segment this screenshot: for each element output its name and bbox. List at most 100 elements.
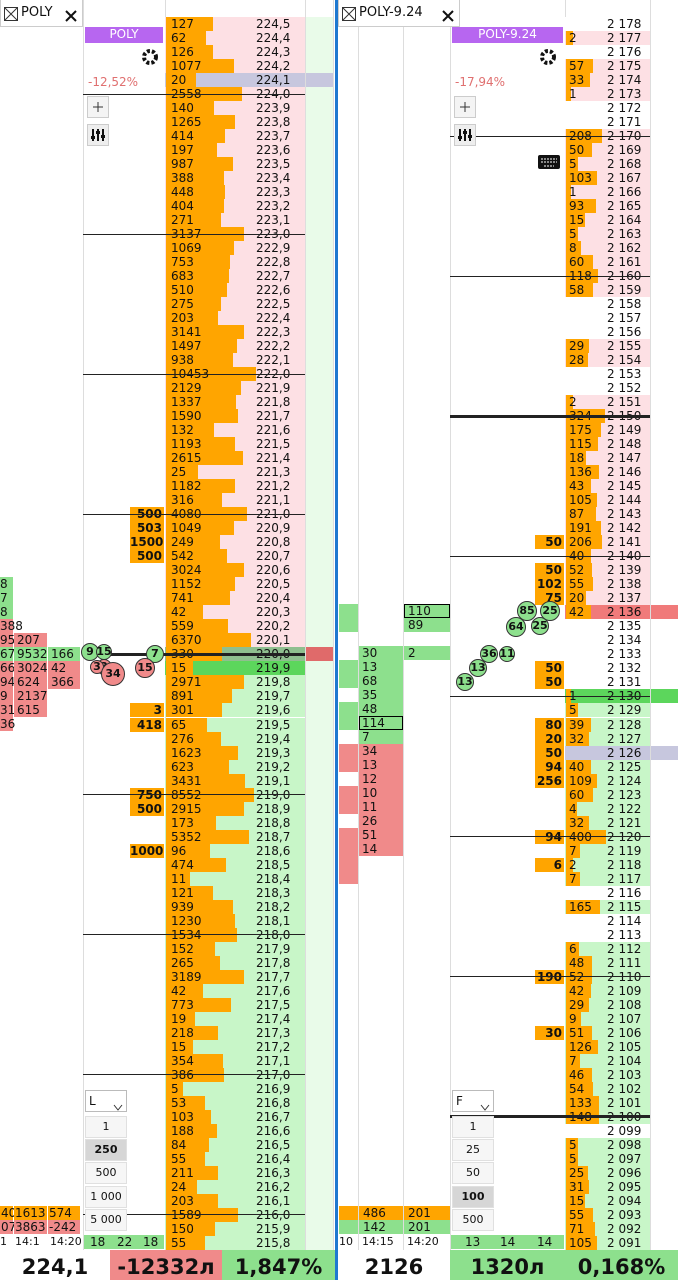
order-label[interactable]: 418	[130, 717, 164, 732]
price-label: 2 139	[607, 563, 642, 578]
plus-button[interactable]	[87, 96, 109, 118]
trade-cell	[404, 618, 450, 632]
mode-dropdown[interactable]	[452, 1090, 494, 1112]
order-label[interactable]: 30	[535, 1025, 564, 1040]
volume-bar	[166, 451, 243, 466]
mode-dropdown[interactable]	[85, 1090, 127, 1112]
quantity-button[interactable]	[452, 1185, 494, 1208]
price-label: 219,8	[256, 675, 291, 690]
order-label[interactable]: 50	[535, 745, 564, 760]
volume-label: 2915	[171, 801, 202, 816]
volume-bar	[566, 171, 597, 186]
volume-bar	[166, 703, 222, 718]
symbol-box[interactable]: POLY	[85, 27, 163, 43]
volume-bar	[566, 1165, 588, 1180]
order-label[interactable]: 256	[535, 773, 564, 788]
tab-icon[interactable]	[342, 6, 356, 21]
order-label[interactable]: 500	[130, 801, 164, 816]
quantity-button[interactable]	[85, 1116, 127, 1138]
column-border	[403, 0, 404, 1250]
price-label: 2 096	[607, 1165, 642, 1180]
dropdown-arrow[interactable]	[480, 1097, 490, 1111]
order-label[interactable]: 500	[130, 549, 164, 564]
order-label[interactable]: 3	[130, 703, 164, 718]
order-label[interactable]: 20	[535, 731, 564, 746]
price-label: 221,4	[256, 451, 291, 466]
price-label: 2 126	[607, 745, 642, 760]
settings-button[interactable]	[87, 124, 109, 146]
quantity-button[interactable]	[452, 1139, 494, 1162]
trade-label: 89	[408, 618, 424, 632]
volume-label: 1182	[171, 479, 202, 494]
volume-bar	[166, 997, 231, 1012]
order-label[interactable]: 503	[130, 521, 164, 536]
price-label: 219,5	[256, 717, 291, 732]
volume-label: 404	[171, 199, 194, 214]
order-label[interactable]: 50	[535, 675, 564, 690]
volume-bar	[166, 857, 226, 872]
volume-bar	[166, 325, 245, 340]
ladder-row	[165, 661, 305, 676]
volume-label: 62	[171, 31, 187, 45]
volume-bar	[166, 1235, 206, 1250]
volume-bar	[566, 857, 574, 872]
quantity-button[interactable]	[452, 1162, 494, 1185]
price-label: 2 138	[607, 577, 642, 592]
bubble-label: 15	[137, 661, 153, 674]
quantity-button[interactable]	[452, 1116, 494, 1138]
order-label[interactable]: 80	[535, 717, 564, 732]
settings-gear[interactable]	[538, 47, 558, 67]
quantity-button[interactable]	[85, 1162, 127, 1185]
volume-bar	[566, 843, 580, 858]
dropdown-arrow[interactable]	[113, 1097, 123, 1111]
bubble-label: 15	[96, 645, 112, 658]
price-label: 2 175	[607, 59, 642, 74]
settings-button[interactable]	[454, 124, 476, 146]
ladder-row	[565, 745, 650, 760]
volume-label: 1337	[171, 395, 202, 410]
volume-cell	[359, 730, 403, 745]
plus-button[interactable]	[454, 96, 476, 118]
order-label[interactable]: 50	[535, 661, 564, 676]
volume-bar	[566, 941, 579, 956]
footer-label: 0,168%	[577, 1255, 666, 1279]
volume-label: 6	[569, 941, 577, 956]
total-cell	[14, 1220, 47, 1234]
price-label: 218,3	[256, 885, 291, 900]
tab-close[interactable]	[442, 7, 454, 22]
symbol-box[interactable]: POLY-9.24	[452, 27, 563, 43]
order-label[interactable]: 1000	[130, 843, 164, 858]
order-label[interactable]: 94	[535, 759, 564, 774]
volume-label: 53	[171, 1095, 187, 1110]
quantity-button[interactable]	[452, 1208, 494, 1231]
quantity-button[interactable]	[85, 1208, 127, 1231]
order-label[interactable]: 102	[535, 577, 564, 592]
price-label: 223,4	[256, 171, 291, 186]
price-label: 2 114	[607, 913, 642, 928]
tab-close[interactable]	[65, 7, 77, 22]
price-label: 2 097	[607, 1151, 642, 1166]
order-label[interactable]: 1500	[130, 535, 164, 550]
tab-title: POLY-9.24	[359, 5, 423, 20]
order-label[interactable]: 6	[535, 857, 564, 872]
volume-label: 1590	[171, 409, 202, 424]
quantity-button[interactable]	[85, 1139, 127, 1162]
keyboard-icon[interactable]	[537, 154, 561, 170]
volume-label: 25	[569, 1165, 585, 1180]
volume-bar	[166, 591, 231, 606]
tab-icon[interactable]	[4, 6, 18, 21]
order-label[interactable]: 50	[535, 535, 564, 550]
volume-label: 218	[171, 1025, 194, 1040]
ladder-row	[565, 213, 650, 228]
price-label: 2 098	[607, 1137, 642, 1152]
price-label: 218,8	[256, 815, 291, 830]
price-label: 2 158	[607, 297, 642, 312]
bubble-label: 13	[457, 675, 473, 688]
tab[interactable]	[338, 0, 460, 27]
quantity-button[interactable]	[85, 1185, 127, 1208]
order-label[interactable]: 50	[535, 563, 564, 578]
volume-bar	[166, 731, 221, 746]
volume-label: 20	[569, 591, 585, 606]
settings-gear[interactable]	[140, 47, 160, 67]
volume-label: 39	[569, 717, 585, 732]
